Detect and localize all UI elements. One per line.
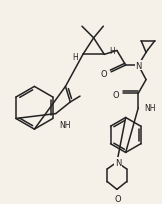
Text: O: O xyxy=(112,90,119,99)
Text: N: N xyxy=(135,61,141,70)
Text: NH: NH xyxy=(60,121,71,130)
Text: O: O xyxy=(101,70,107,79)
Text: O: O xyxy=(115,194,121,203)
Text: NH: NH xyxy=(144,104,156,113)
Text: N: N xyxy=(115,158,121,167)
Text: H: H xyxy=(72,53,78,61)
Text: H: H xyxy=(109,47,115,56)
